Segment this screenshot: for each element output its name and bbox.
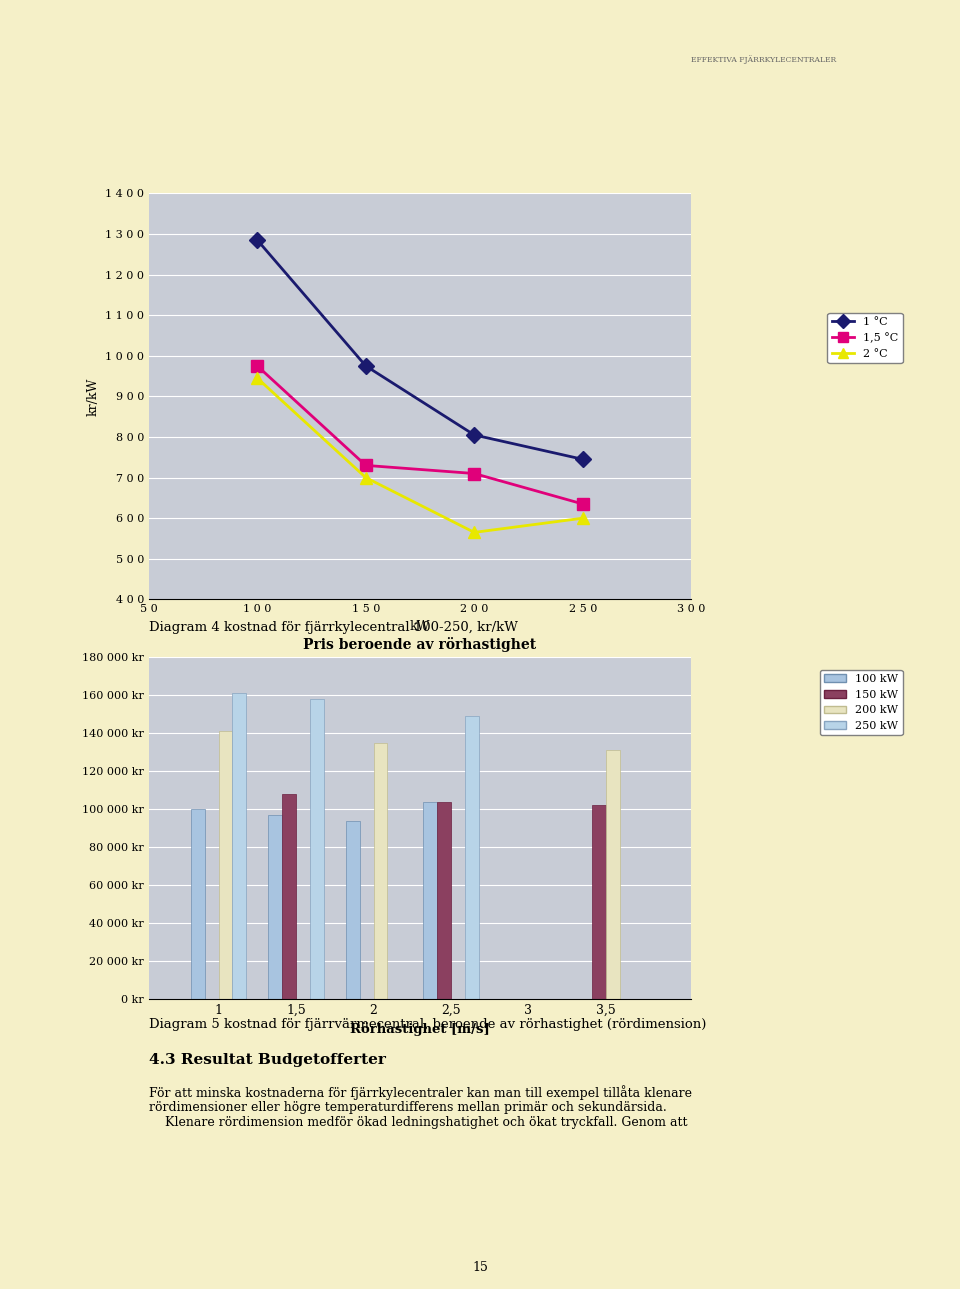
Text: rördimensioner eller högre temperaturdifferens mellan primär och sekundärsida.: rördimensioner eller högre temperaturdif…	[149, 1101, 666, 1114]
Legend: 100 kW, 150 kW, 200 kW, 250 kW: 100 kW, 150 kW, 200 kW, 250 kW	[820, 670, 902, 735]
Bar	[606, 750, 620, 999]
Bar	[219, 731, 232, 999]
Text: Diagram 5 kostnad för fjärrvärmecentral, beroende av rörhastighet (rördimension): Diagram 5 kostnad för fjärrvärmecentral,…	[149, 1018, 707, 1031]
Text: 4.3 Resultat Budgetofferter: 4.3 Resultat Budgetofferter	[149, 1053, 386, 1067]
Bar	[191, 809, 204, 999]
Legend: 1 °C, 1,5 °C, 2 °C: 1 °C, 1,5 °C, 2 °C	[828, 313, 902, 363]
Bar	[423, 802, 437, 999]
Text: EFFEKTIVA FJÄRRKYLECENTRALER: EFFEKTIVA FJÄRRKYLECENTRALER	[691, 55, 836, 64]
Bar	[310, 699, 324, 999]
Text: 15: 15	[472, 1261, 488, 1274]
X-axis label: kW: kW	[410, 620, 430, 633]
Bar	[268, 815, 282, 999]
Bar	[346, 821, 360, 999]
Title: Pris beroende av rörhastighet: Pris beroende av rörhastighet	[303, 637, 537, 652]
Text: Klenare rördimension medför ökad ledningshatighet och ökat tryckfall. Genom att: Klenare rördimension medför ökad ledning…	[149, 1116, 687, 1129]
Text: För att minska kostnaderna för fjärrkylecentraler kan man till exempel tillåta k: För att minska kostnaderna för fjärrkyle…	[149, 1085, 692, 1101]
Bar	[232, 693, 247, 999]
Bar	[282, 794, 296, 999]
Bar	[592, 806, 606, 999]
X-axis label: Rörhastighet [m/s]: Rörhastighet [m/s]	[350, 1022, 490, 1036]
Bar	[437, 802, 451, 999]
Bar	[465, 717, 479, 999]
Text: Diagram 4 kostnad för fjärrkylecentral 100-250, kr/kW: Diagram 4 kostnad för fjärrkylecentral 1…	[149, 621, 517, 634]
Bar	[373, 742, 388, 999]
Y-axis label: kr/kW: kr/kW	[86, 378, 100, 415]
